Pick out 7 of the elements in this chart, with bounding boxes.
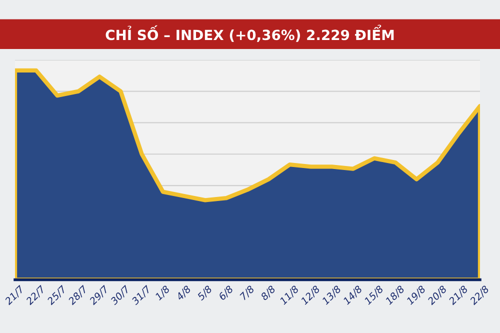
x-tick-label: 6/8 <box>218 285 234 302</box>
x-tick-label: 1/8 <box>154 285 171 302</box>
chart-title: CHỈ SỐ – INDEX (+0,36%) 2.229 ĐIỂM <box>106 24 394 42</box>
x-tick-label: 5/8 <box>196 285 213 302</box>
x-tick-label: 4/8 <box>175 285 192 302</box>
x-tick-label: 8/8 <box>260 285 276 302</box>
x-tick-label: 7/8 <box>239 285 256 301</box>
